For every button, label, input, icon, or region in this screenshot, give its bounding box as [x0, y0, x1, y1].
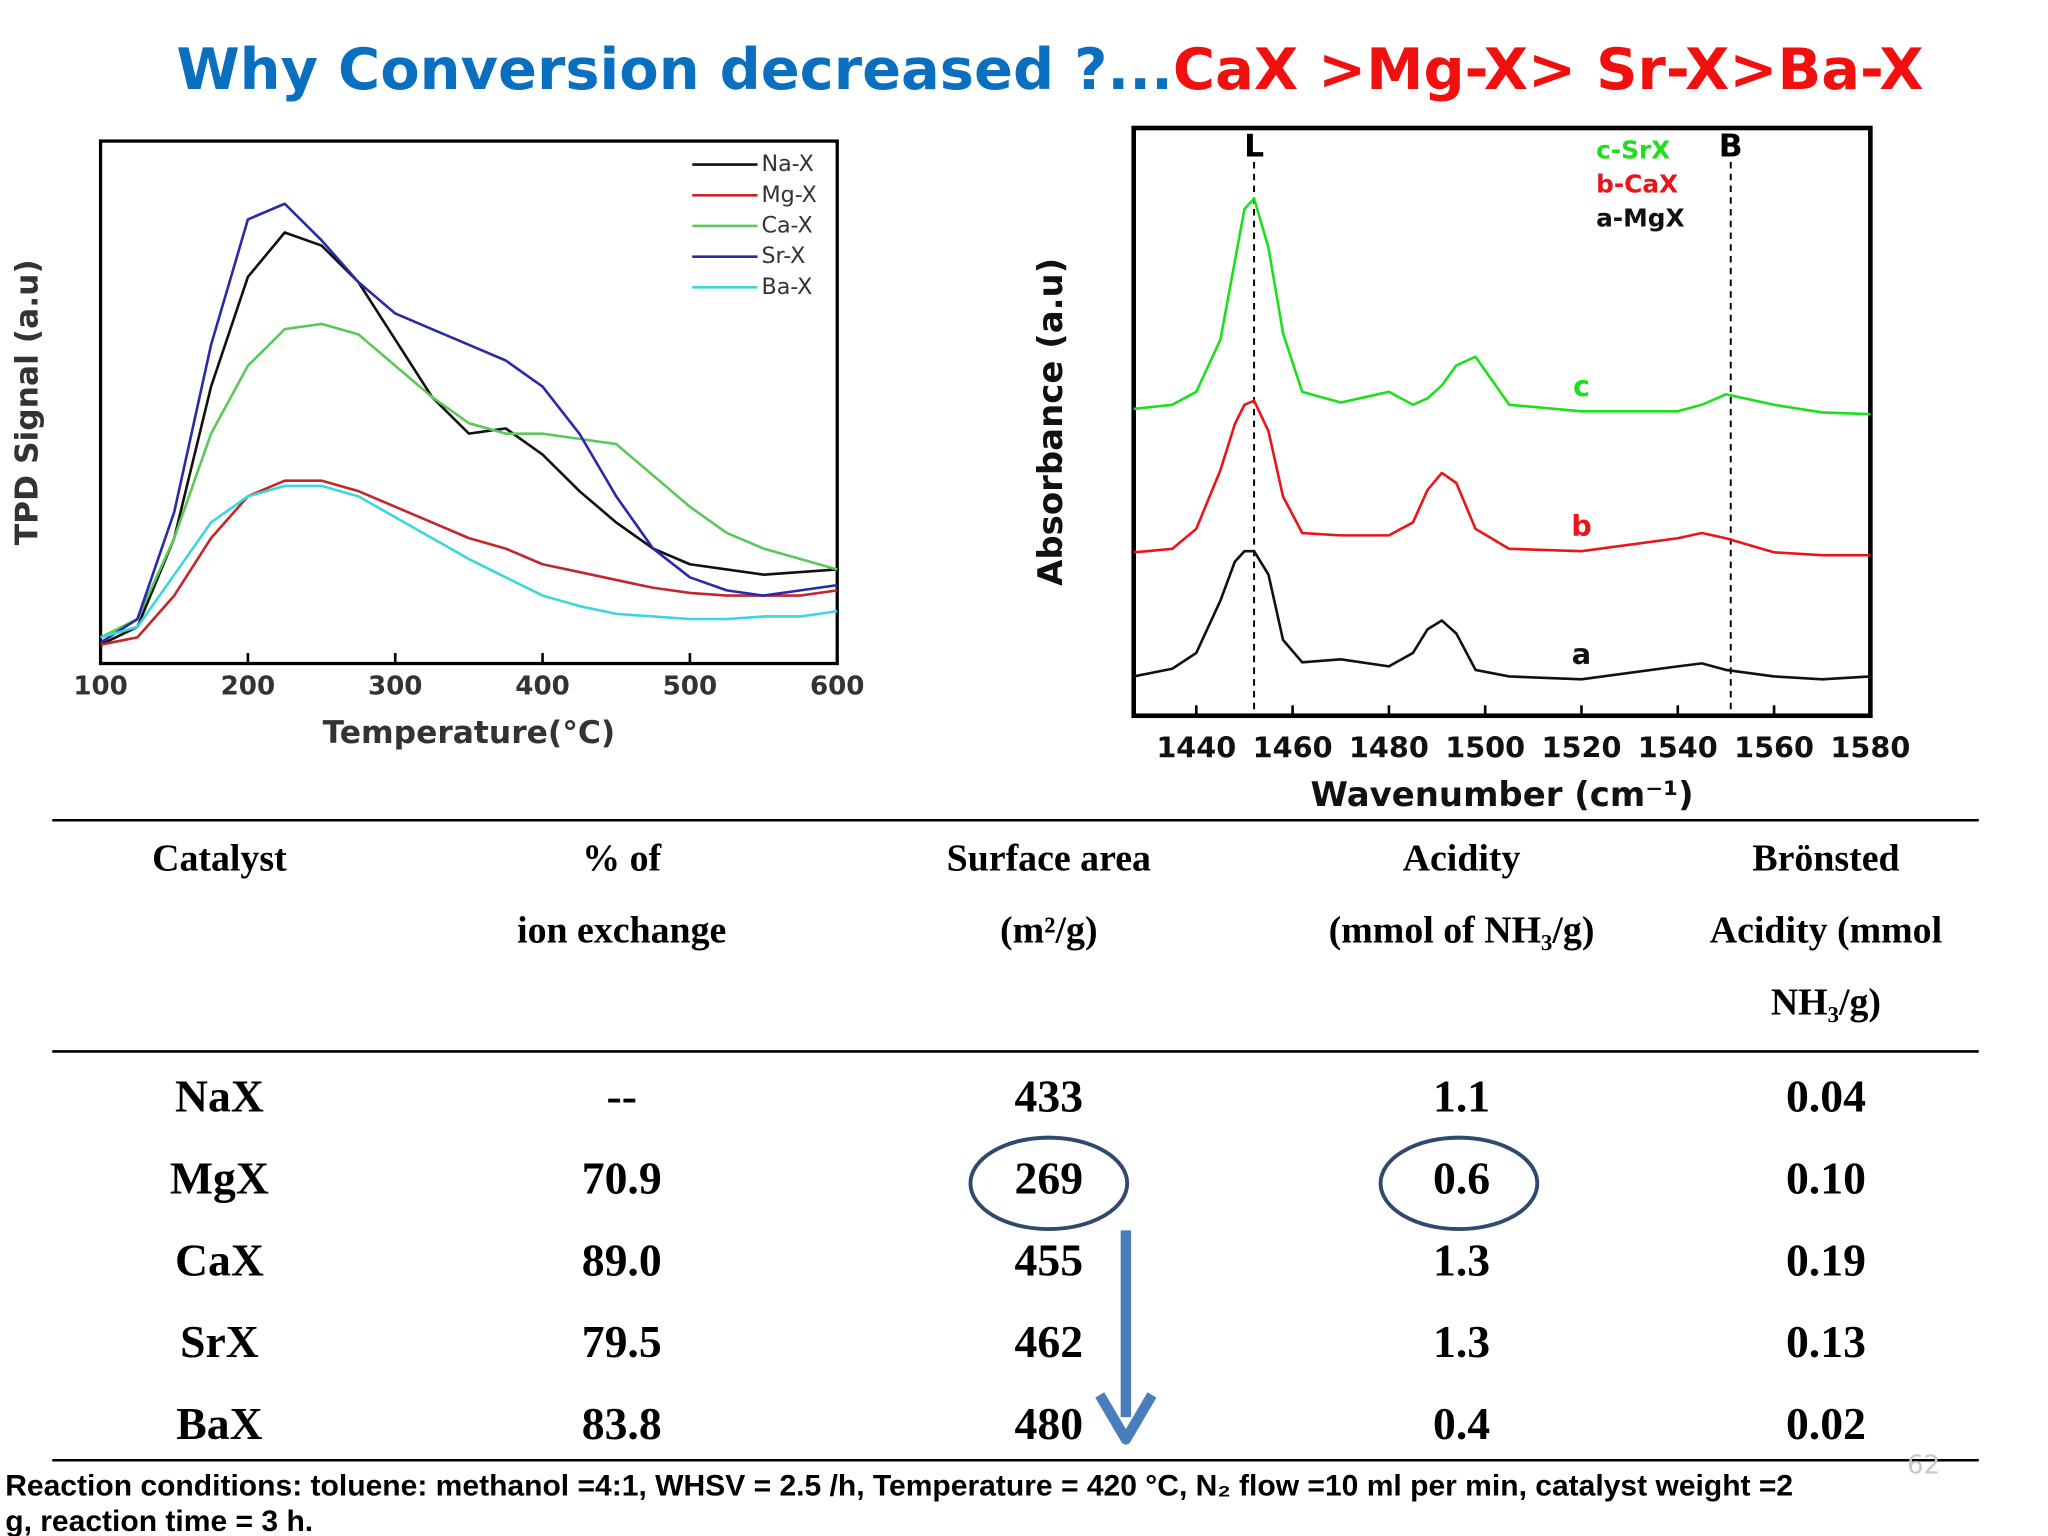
x-tick-label: 400	[515, 672, 570, 702]
table-cell: CaX	[175, 1234, 264, 1285]
slide-number: 62	[1907, 1450, 1940, 1480]
y-axis-label: TPD Signal (a.u)	[10, 259, 46, 545]
series-line	[100, 479, 838, 646]
header-cell: Brönsted	[1752, 838, 1899, 880]
table-cell: 1.1	[1433, 1071, 1490, 1122]
series-label: c	[1573, 369, 1590, 403]
table-cell: 79.5	[582, 1316, 662, 1367]
x-tick-label: 1440	[1156, 731, 1236, 765]
table-cell: 1.3	[1433, 1316, 1490, 1367]
table-cell: 83.8	[582, 1398, 662, 1449]
series-line	[1133, 549, 1871, 681]
table-cell: BaX	[176, 1398, 262, 1449]
table-cell: 0.02	[1786, 1398, 1866, 1449]
table-cell: 0.10	[1786, 1152, 1866, 1203]
series-line	[99, 322, 838, 639]
legend-label: Sr-X	[761, 243, 805, 269]
legend-label: Ba-X	[761, 274, 812, 300]
table-cell: --	[606, 1071, 636, 1122]
plot-frame	[98, 139, 839, 666]
header-cell: ion exchange	[517, 910, 726, 952]
title-part: CaX >Mg-X> Sr-X>Ba-X	[1173, 36, 1924, 103]
legend-label: c-SrX	[1596, 136, 1670, 165]
table-cell: 0.19	[1786, 1234, 1866, 1285]
x-tick-label: 100	[73, 672, 128, 702]
title-part: Why Conversion decreased ?...	[176, 36, 1173, 103]
header-cell: Catalyst	[152, 838, 287, 880]
x-tick-label: 1520	[1542, 731, 1622, 765]
table-cell: 0.4	[1433, 1398, 1490, 1449]
line-chart: 100 200 300 400 500 600 Temperature(°C) TPD Sig…	[10, 139, 865, 751]
footnote: Reaction conditions: toluene: methanol =…	[5, 1470, 1793, 1503]
line-chart: 1440 1460 1480 1500 1520 1540 1560 1580 Wavenumb…	[1031, 125, 1910, 815]
table-cell: MgX	[170, 1152, 269, 1203]
series-label: b	[1571, 509, 1592, 543]
footnote: g, reaction time = 3 h.	[5, 1505, 313, 1536]
table-cell: NaX	[175, 1071, 264, 1122]
x-tick-label: 200	[221, 672, 276, 702]
legend-label: Na-X	[761, 151, 813, 177]
series-line	[99, 202, 838, 644]
header-cell: (mmol of NH₃/g)	[1329, 910, 1595, 952]
table: Catalyst % of ion exchange Surface area (m²/…	[52, 818, 1979, 1462]
x-tick-label: 1460	[1253, 731, 1333, 765]
series-line	[100, 231, 838, 646]
table-cell: 70.9	[582, 1152, 662, 1203]
legend-label: a-MgX	[1596, 203, 1685, 232]
header-cell: % of	[582, 838, 661, 880]
table-cell: 89.0	[582, 1234, 662, 1285]
table-cell: 462	[1015, 1316, 1084, 1367]
x-tick-label: 1500	[1445, 731, 1525, 765]
x-tick-label: 1480	[1349, 731, 1429, 765]
table-cell: 1.3	[1433, 1234, 1490, 1285]
legend-label: Ca-X	[761, 212, 812, 238]
series-line	[100, 484, 838, 639]
table-cell: 480	[1015, 1398, 1084, 1449]
series-line	[1133, 197, 1871, 416]
table-cell: 455	[1015, 1234, 1084, 1285]
x-tick-label: 1560	[1734, 731, 1814, 765]
table-cell: 433	[1015, 1071, 1084, 1122]
down-arrow-head	[1095, 1392, 1157, 1445]
plot-frame	[1131, 125, 1873, 719]
annotation: L	[1244, 129, 1264, 165]
header-cell: Surface area	[947, 838, 1151, 880]
header-cell: NH₃/g)	[1771, 981, 1881, 1023]
x-tick-label: 300	[368, 672, 423, 702]
legend-label: b-CaX	[1596, 169, 1678, 198]
charts: 100 200 300 400 500 600 Temperature(°C) TPD Sig…	[10, 125, 1910, 815]
header-cell: Acidity	[1403, 838, 1521, 880]
header-cell: Acidity (mmol	[1710, 910, 1942, 952]
y-axis-label: Absorbance (a.u)	[1031, 258, 1071, 586]
header-cell: (m²/g)	[1000, 910, 1098, 952]
x-tick-label: 500	[663, 672, 718, 702]
table-cell: 269	[1015, 1152, 1084, 1203]
highlight-circle	[1378, 1135, 1540, 1232]
table-cell: 0.13	[1786, 1316, 1866, 1367]
x-tick-label: 1580	[1830, 731, 1910, 765]
table-cell: 0.6	[1433, 1152, 1490, 1203]
x-tick-label: 600	[810, 672, 865, 702]
x-axis-label: Wavenumber (cm⁻¹)	[1310, 775, 1693, 815]
series-line	[1133, 399, 1871, 557]
slide-title: Why Conversion decreased ?...CaX >Mg-X> …	[176, 36, 1923, 103]
legend-label: Mg-X	[761, 182, 816, 208]
annotation: B	[1719, 129, 1743, 165]
table-cell: SrX	[180, 1316, 259, 1367]
highlight-circle	[968, 1135, 1130, 1232]
table-cell: 0.04	[1786, 1071, 1866, 1122]
series-label: a	[1572, 637, 1591, 671]
x-tick-label: 1540	[1638, 731, 1718, 765]
x-axis-label: Temperature(°C)	[323, 715, 616, 751]
